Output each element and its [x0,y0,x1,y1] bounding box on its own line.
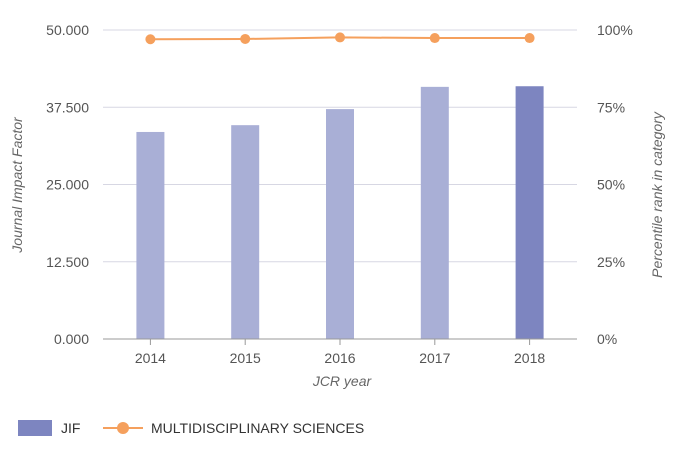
y2-tick-label: 75% [597,99,625,115]
y-axis-label: Journal Impact Factor [9,116,25,254]
bar [515,86,544,339]
x-tick-label: 2018 [514,350,545,366]
x-tick-label: 2015 [230,350,261,366]
axes: 0.000 0% 12.500 25% 25.000 50% 37.500 75% 50.000… [46,22,633,366]
bar [136,131,165,339]
legend-swatch-marker [117,422,129,434]
y2-tick-label: 0% [597,331,617,347]
line-point [145,34,156,45]
y-tick-label: 50.000 [46,22,89,38]
bar [326,109,354,339]
y2-tick-label: 50% [597,177,625,193]
y-tick-label: 37.500 [46,99,89,115]
legend-swatch-jif [18,420,52,436]
y2-tick-label: 25% [597,254,625,270]
line-point [524,33,535,44]
x-axis-label: JCR year [312,373,373,389]
bar [420,86,449,339]
line-series [145,32,535,45]
line-point [240,33,251,44]
line-point [335,32,345,43]
legend-label-jif: JIF [61,420,80,436]
legend: JIF MULTIDISCIPLINARY SCIENCES [18,420,364,436]
x-tick-label: 2014 [135,350,166,366]
x-tick-label: 2016 [324,350,355,366]
y-tick-label: 25.000 [46,177,89,193]
line-point [429,33,440,44]
y-tick-label: 0.000 [54,331,89,347]
y2-tick-label: 100% [597,22,633,38]
x-tick-label: 2017 [419,350,450,366]
bar [231,125,260,339]
legend-label-category: MULTIDISCIPLINARY SCIENCES [151,420,364,436]
bars [136,86,544,339]
y-tick-label: 12.500 [46,254,89,270]
y2-axis-label: Percentile rank in category [649,111,665,278]
